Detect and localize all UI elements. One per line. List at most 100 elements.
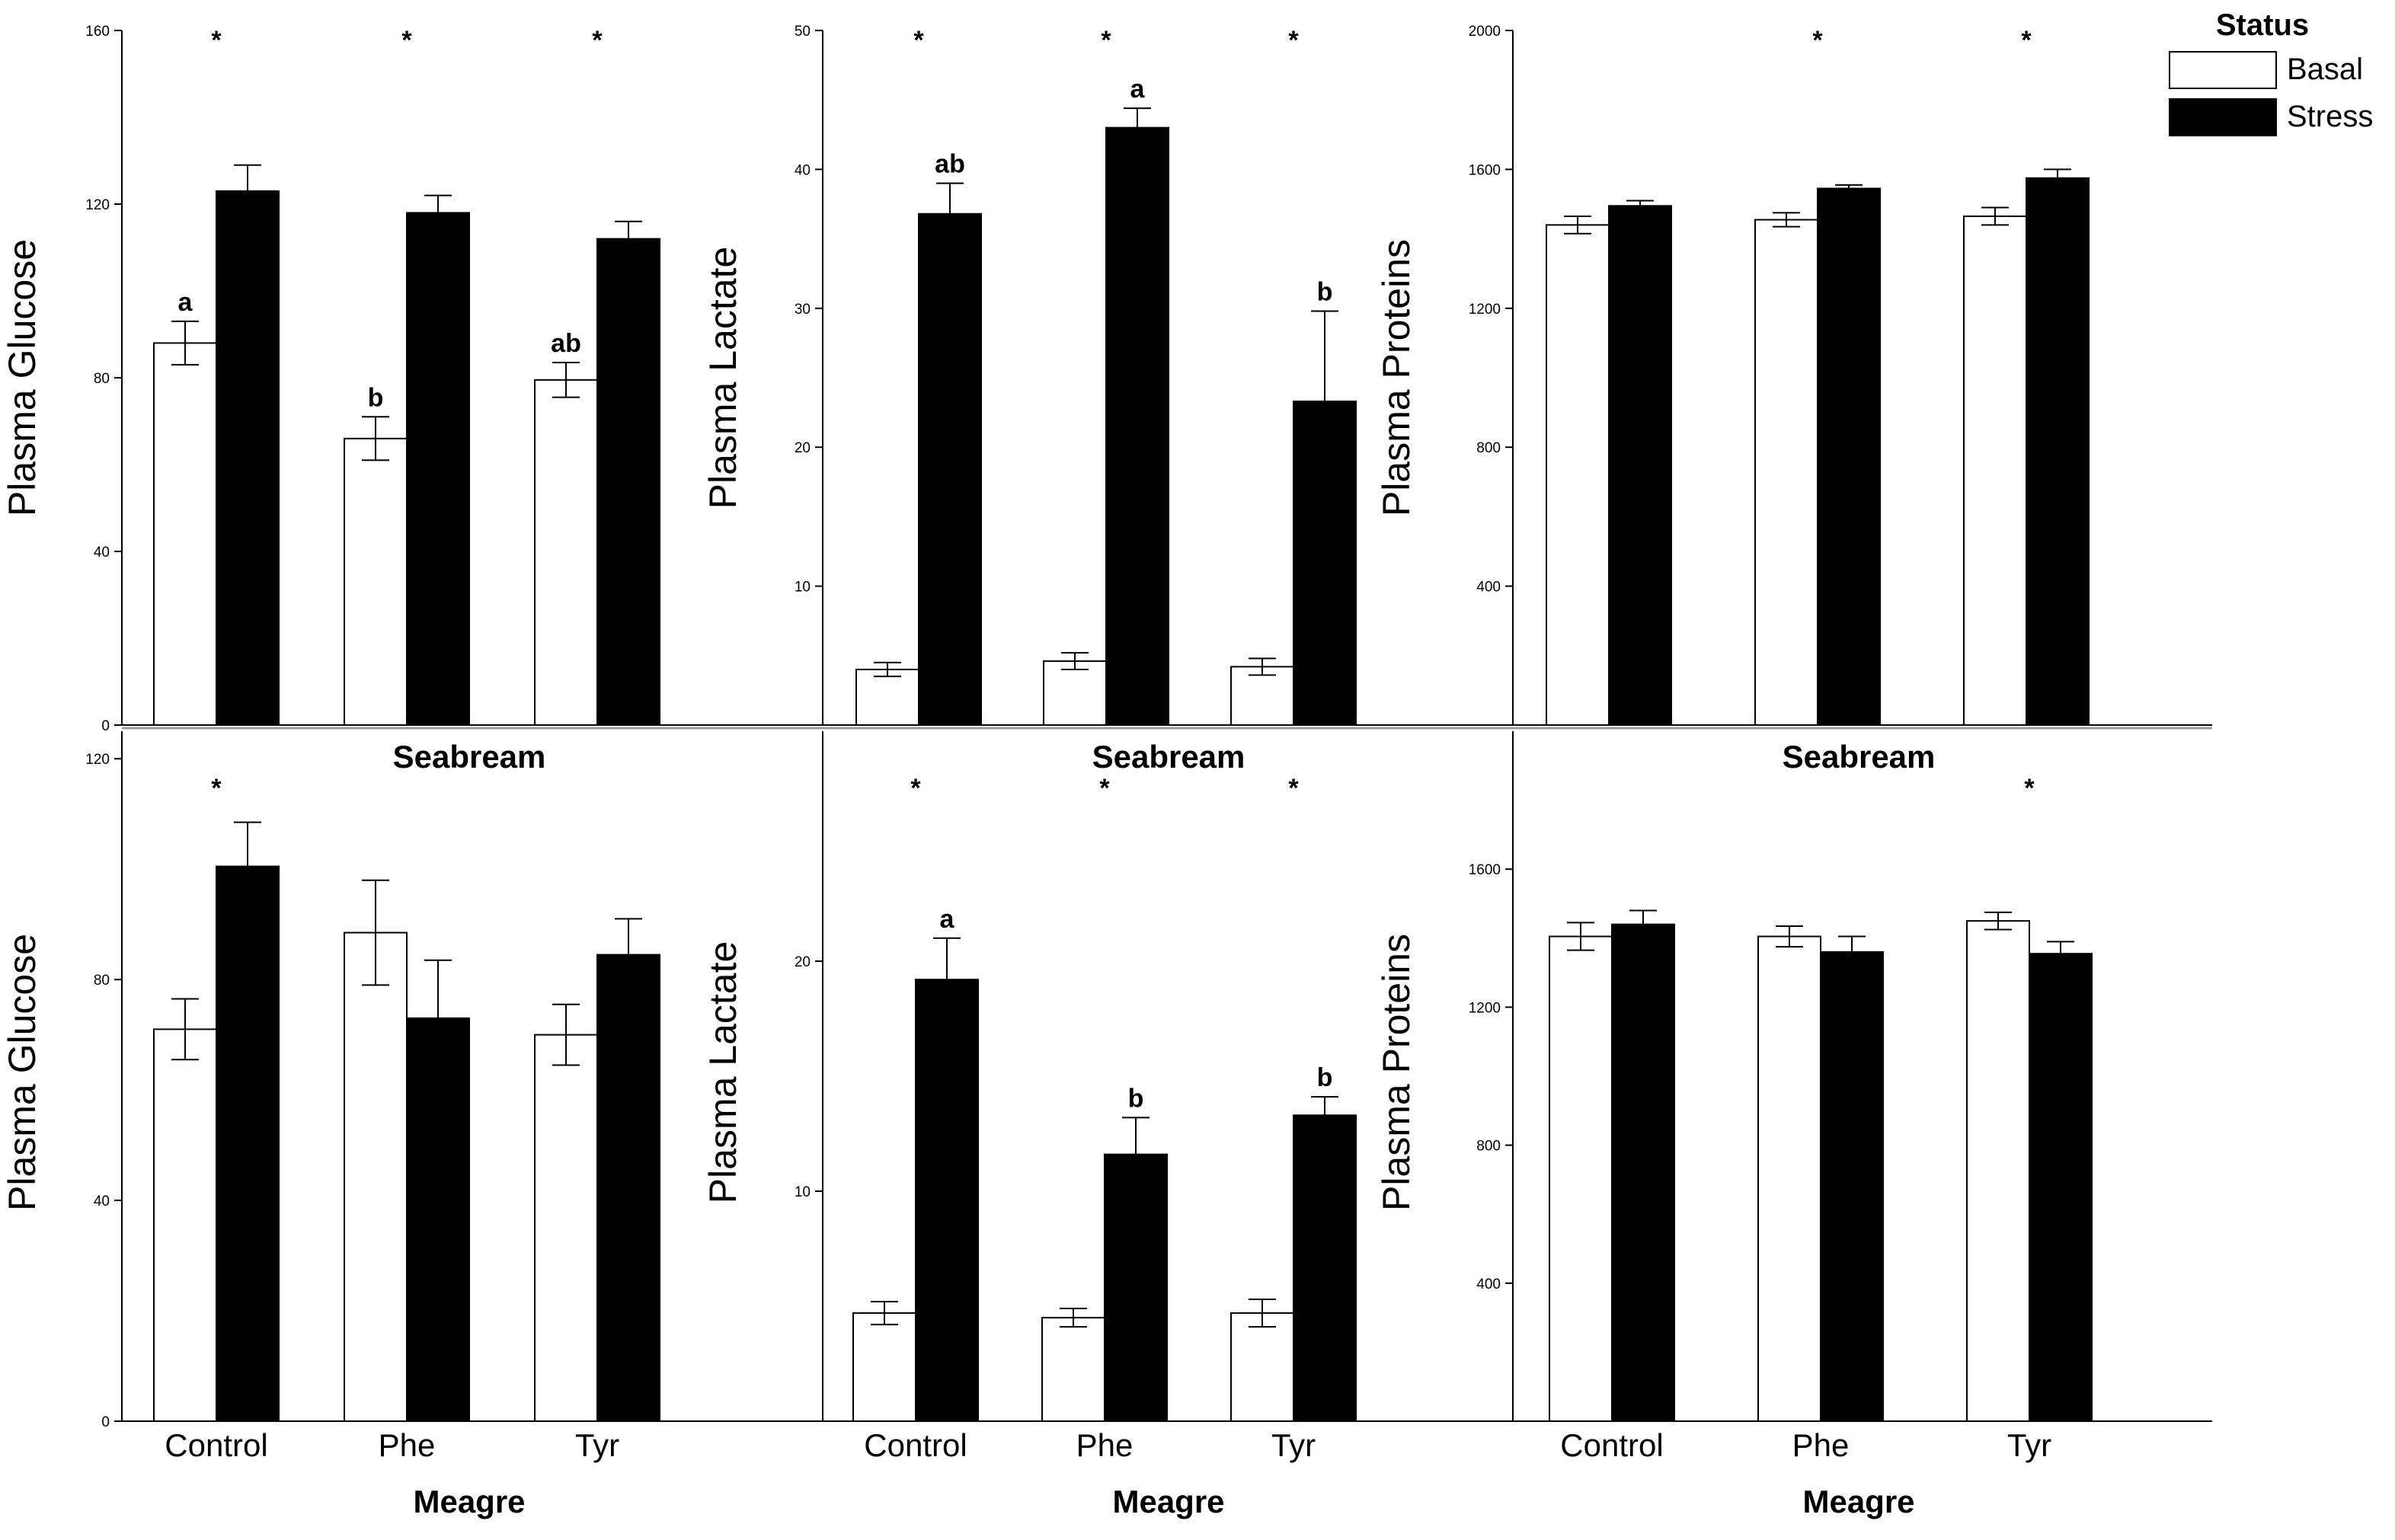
- significance-letter: b: [1128, 1084, 1144, 1113]
- bar-basal-phe: [1757, 935, 1821, 1423]
- y-tick-label: 40: [795, 162, 811, 178]
- group-title-top: Seabream: [393, 739, 546, 775]
- x-category-label: Control: [864, 1427, 967, 1463]
- bar-basal-control: [153, 342, 217, 726]
- bar-basal-phe: [344, 931, 408, 1422]
- y-tick-label: 30: [795, 302, 811, 318]
- bar-basal-control: [153, 1028, 217, 1422]
- x-category-label: Control: [1560, 1427, 1663, 1463]
- bar-stress-tyr: [1293, 1114, 1357, 1422]
- panel-glucose-top: 0 40 80 120 160 Plasma Glucose a * b * ab *: [1, 24, 823, 734]
- panel-glucose-bottom: 0 40 80 120 Plasma Glucose * Control Phe Tyr: [1, 731, 823, 1463]
- bar-stress-tyr: [596, 954, 660, 1422]
- y-axis-title: Plasma Glucose: [1, 239, 43, 516]
- significance-star: *: [2021, 26, 2032, 55]
- legend: Status Basal Stress: [2169, 8, 2373, 136]
- significance-letter: b: [1317, 1063, 1333, 1092]
- y-tick-label: 0: [101, 1414, 110, 1430]
- y-tick-label: 120: [85, 197, 110, 213]
- panel-lactate-top: 10 20 30 40 50 Plasma Lactate ab * a * b *: [702, 24, 1513, 727]
- significance-star: *: [1288, 774, 1299, 803]
- group-title-bottom: Meagre: [1112, 1484, 1224, 1519]
- legend-swatch-basal: [2169, 51, 2277, 89]
- y-tick-label: 1600: [1469, 862, 1501, 878]
- group-title-bottom: Meagre: [1802, 1484, 1914, 1519]
- significance-letter: a: [1130, 75, 1146, 104]
- y-tick-label: 160: [85, 24, 110, 40]
- y-axis-title: Plasma Lactate: [702, 941, 744, 1204]
- bar-stress-control: [216, 190, 280, 726]
- bar-basal-phe: [1043, 660, 1107, 727]
- x-category-label: Phe: [1792, 1427, 1850, 1463]
- y-axis-title: Plasma Proteins: [1375, 934, 1418, 1211]
- bar-basal-control: [852, 1312, 916, 1423]
- y-tick-label: 80: [94, 973, 110, 989]
- bar-stress-control: [1608, 205, 1672, 726]
- y-tick-label: 0: [101, 718, 110, 734]
- bar-basal-control: [1546, 224, 1610, 726]
- bar-basal-control: [1549, 935, 1613, 1423]
- bar-basal-tyr: [1230, 666, 1294, 727]
- panel-lactate-bottom: 10 20 Plasma Lactate a * Control b * Phe b * Tyr: [702, 731, 1513, 1463]
- significance-star: *: [913, 26, 924, 55]
- bar-stress-control: [1611, 923, 1675, 1423]
- significance-letter: ab: [551, 329, 581, 358]
- y-tick-label: 20: [795, 440, 811, 456]
- y-axis-title: Plasma Proteins: [1375, 239, 1418, 516]
- y-tick-label: 40: [94, 545, 110, 561]
- significance-letter: ab: [935, 150, 965, 179]
- group-title-bottom: Meagre: [413, 1484, 525, 1519]
- group-title-top: Seabream: [1092, 739, 1245, 775]
- bar-basal-control: [855, 669, 919, 726]
- bar-basal-phe: [1754, 219, 1818, 726]
- y-tick-label: 50: [795, 24, 811, 40]
- panel-proteins-bottom: 400 800 1200 1600 Plasma Proteins Control Phe *…: [1375, 731, 2212, 1463]
- significance-star: *: [211, 774, 222, 803]
- legend-label-stress: Stress: [2287, 100, 2373, 133]
- y-tick-label: 80: [94, 371, 110, 387]
- bar-stress-tyr: [1293, 401, 1357, 726]
- significance-letter: a: [940, 905, 955, 934]
- y-tick-label: 800: [1476, 440, 1501, 456]
- significance-star: *: [1288, 26, 1299, 55]
- bar-basal-tyr: [534, 379, 598, 726]
- significance-star: *: [1101, 26, 1111, 55]
- legend-label-basal: Basal: [2287, 53, 2363, 86]
- bar-stress-phe: [1820, 951, 1884, 1423]
- significance-star: *: [2024, 774, 2035, 803]
- significance-star: *: [592, 26, 603, 55]
- significance-star: *: [1099, 774, 1110, 803]
- bar-stress-tyr: [596, 238, 660, 727]
- group-title-top: Seabream: [1783, 739, 1936, 775]
- bar-basal-tyr: [1230, 1312, 1294, 1423]
- x-category-label: Phe: [1076, 1427, 1134, 1463]
- y-tick-label: 1200: [1469, 1000, 1501, 1016]
- y-tick-label: 120: [85, 752, 110, 768]
- bar-basal-phe: [344, 437, 408, 726]
- bar-stress-phe: [1104, 1153, 1168, 1423]
- bar-stress-control: [216, 865, 280, 1423]
- bar-basal-phe: [1041, 1317, 1105, 1422]
- y-axis-title: Plasma Glucose: [1, 934, 43, 1211]
- y-tick-label: 10: [795, 580, 811, 596]
- bar-stress-phe: [1105, 126, 1169, 726]
- bar-stress-control: [918, 212, 982, 726]
- y-tick-label: 10: [795, 1184, 811, 1200]
- significance-star: *: [910, 774, 921, 803]
- y-tick-label: 800: [1476, 1139, 1501, 1155]
- significance-star: *: [211, 26, 222, 55]
- bar-basal-tyr: [534, 1034, 598, 1422]
- legend-title: Status: [2216, 8, 2309, 42]
- bar-stress-tyr: [2026, 177, 2090, 727]
- bar-stress-phe: [406, 1017, 470, 1422]
- x-category-label: Phe: [379, 1427, 436, 1463]
- significance-letter: b: [1317, 277, 1333, 306]
- significance-letter: a: [178, 288, 193, 317]
- legend-swatch-stress: [2169, 98, 2277, 136]
- y-tick-label: 40: [94, 1193, 110, 1209]
- x-category-label: Control: [165, 1427, 267, 1463]
- bar-stress-tyr: [2029, 953, 2093, 1423]
- bar-basal-tyr: [1963, 215, 2027, 726]
